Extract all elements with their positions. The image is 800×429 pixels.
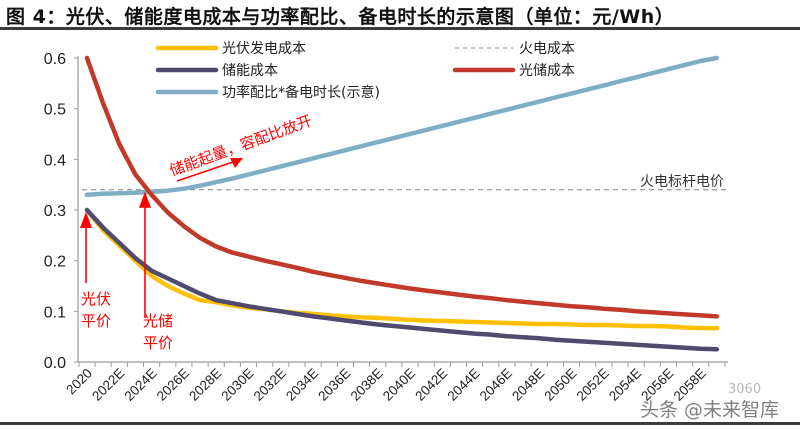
legend-item-right-0: 火电成本 [455, 41, 575, 57]
x-tick-label: 2052E [574, 366, 612, 404]
x-tick-label: 2024E [122, 366, 160, 404]
x-tick-label: 2036E [315, 366, 353, 404]
legend-item-left-2: 功率配比*备电时长(示意) [155, 84, 380, 101]
x-tick-label: 2044E [445, 366, 483, 404]
y-tick-label: 0.1 [44, 304, 66, 321]
annotation-pv-parity-line2: 平价 [81, 312, 111, 330]
y-tick-label: 0.0 [44, 355, 66, 372]
series-line-pv-storage-cost [84, 55, 720, 319]
x-tick-label: 2050E [541, 366, 579, 404]
y-tick-label: 0.3 [44, 203, 66, 220]
annotation-ramp-arrowhead [230, 158, 243, 168]
y-tick-label: 0.2 [44, 254, 66, 271]
legend-label: 功率配比*备电时长(示意) [222, 84, 380, 101]
annotation-thermal-benchmark: 火电标杆电价 [640, 174, 724, 190]
series-line-power-ratio [84, 55, 720, 198]
x-tick-label: 2026E [154, 366, 192, 404]
bottom-rule [0, 422, 800, 425]
legend-label: 光储成本 [519, 63, 575, 79]
x-tick-label: 2046E [477, 366, 515, 404]
legend-item-right-1: 光储成本 [452, 63, 575, 79]
annotation-pv-parity-line1: 光伏 [81, 290, 111, 308]
y-tick-label: 0.6 [44, 51, 66, 68]
legend-label: 储能成本 [222, 63, 278, 79]
x-tick-label: 2042E [412, 366, 450, 404]
x-tick-label: 2034E [283, 366, 321, 404]
legend-label: 光伏发电成本 [222, 41, 306, 57]
y-tick-label: 0.5 [44, 102, 66, 119]
x-tick-label: 2028E [186, 366, 224, 404]
x-tick-label: 2022E [89, 366, 127, 404]
series-line-storage-cost [84, 207, 720, 352]
annotation-ramp-arrow-line [176, 161, 234, 182]
x-tick-label: 2048E [509, 366, 547, 404]
legend-label: 火电成本 [519, 41, 575, 57]
x-tick-label: 2040E [380, 366, 418, 404]
series-line-pv-cost [84, 207, 720, 331]
annotation-pvs-parity-line2: 平价 [143, 334, 173, 352]
title-bar: 图 4：光伏、储能度电成本与功率配比、备电时长的示意图（单位：元/Wh） [0, 0, 800, 30]
x-tick-label: 2054E [606, 366, 644, 404]
legend-item-left-1: 储能成本 [155, 63, 278, 79]
chart-title: 图 4：光伏、储能度电成本与功率配比、备电时长的示意图（单位：元/Wh） [6, 6, 675, 28]
y-tick-label: 0.4 [44, 152, 66, 169]
series-layer [82, 55, 728, 352]
x-tick-label: 2030E [218, 366, 256, 404]
watermark: 头条 @未来智库 [640, 399, 780, 421]
x-tick-label: 2038E [348, 366, 386, 404]
annotation-pvs-parity-arrowhead [139, 191, 151, 208]
watermark-small: 3060 [728, 382, 762, 397]
x-tick-label: 2032E [251, 366, 289, 404]
legend-item-left-0: 光伏发电成本 [155, 41, 306, 57]
annotation-pv-parity-arrowhead [80, 212, 92, 228]
annotation-storage-ramp: 储能起量，容配比放开 [167, 112, 314, 180]
annotation-pvs-parity-line1: 光储 [143, 312, 173, 330]
